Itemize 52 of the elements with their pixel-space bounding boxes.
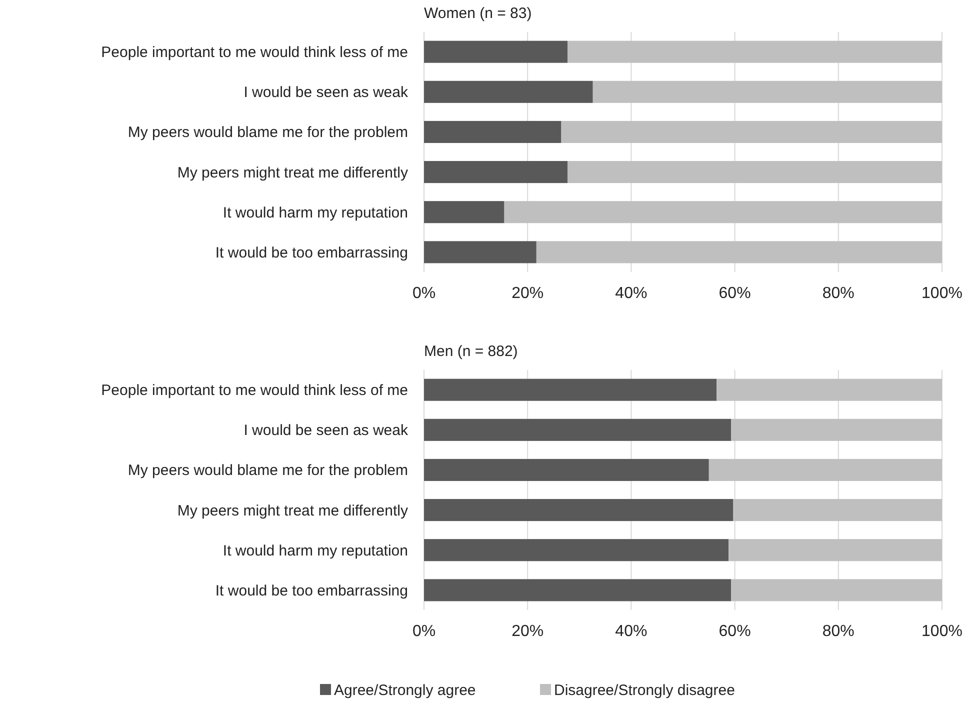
y-tick-label: It would harm my reputation xyxy=(222,542,408,560)
bar xyxy=(731,579,942,602)
y-tick-label: People important to me would think less of me xyxy=(101,382,408,400)
x-tick-label: 100% xyxy=(922,623,962,640)
y-tick-label: I would be seen as weak xyxy=(244,84,408,102)
x-tick-label: 0% xyxy=(412,623,436,640)
bar xyxy=(424,161,568,184)
bar xyxy=(424,418,732,441)
bar xyxy=(424,499,734,522)
y-tick-label: My peers would blame me for the problem xyxy=(128,124,408,142)
y-tick-label: It would harm my reputation xyxy=(222,204,408,222)
y-tick-label: I would be seen as weak xyxy=(244,422,408,440)
bar xyxy=(424,539,729,562)
bar xyxy=(733,499,942,522)
bar xyxy=(728,539,942,562)
x-tick-label: 40% xyxy=(615,623,648,640)
y-tick-label: It would be too embarrassing xyxy=(215,582,408,600)
x-tick-label: 80% xyxy=(822,285,854,302)
bar xyxy=(424,40,568,63)
bar xyxy=(567,40,942,63)
x-tick-label: 20% xyxy=(512,623,544,640)
y-tick-label: People important to me would think less of me xyxy=(101,44,408,62)
x-tick-label: 60% xyxy=(718,623,751,640)
bar xyxy=(716,378,942,401)
bar xyxy=(424,80,593,103)
x-tick-label: 40% xyxy=(615,285,648,302)
y-tick-label: My peers might treat me differently xyxy=(177,164,408,182)
x-tick-label: 0% xyxy=(412,285,436,302)
bar xyxy=(424,579,732,602)
bar xyxy=(424,241,536,264)
bar xyxy=(424,458,709,481)
bar xyxy=(708,458,942,481)
y-tick-label: My peers would blame me for the problem xyxy=(128,462,408,480)
x-tick-label: 20% xyxy=(512,285,544,302)
y-tick-label: My peers might treat me differently xyxy=(177,502,408,520)
chart-title: Women (n = 83) xyxy=(424,5,532,22)
legend-label: Disagree/Strongly disagree xyxy=(554,682,735,699)
x-tick-label: 100% xyxy=(922,285,962,302)
bar xyxy=(424,378,717,401)
chart-title: Men (n = 882) xyxy=(424,343,518,360)
bar xyxy=(504,201,942,224)
bar xyxy=(424,201,504,224)
bar xyxy=(424,120,562,143)
bar xyxy=(536,241,942,264)
y-tick-label: It would be too embarrassing xyxy=(215,244,408,262)
bar xyxy=(731,418,942,441)
bar xyxy=(592,80,942,103)
legend-label: Agree/Strongly agree xyxy=(334,682,476,699)
x-tick-label: 60% xyxy=(718,285,751,302)
bar xyxy=(567,161,942,184)
bar xyxy=(561,120,942,143)
x-tick-label: 80% xyxy=(822,623,854,640)
